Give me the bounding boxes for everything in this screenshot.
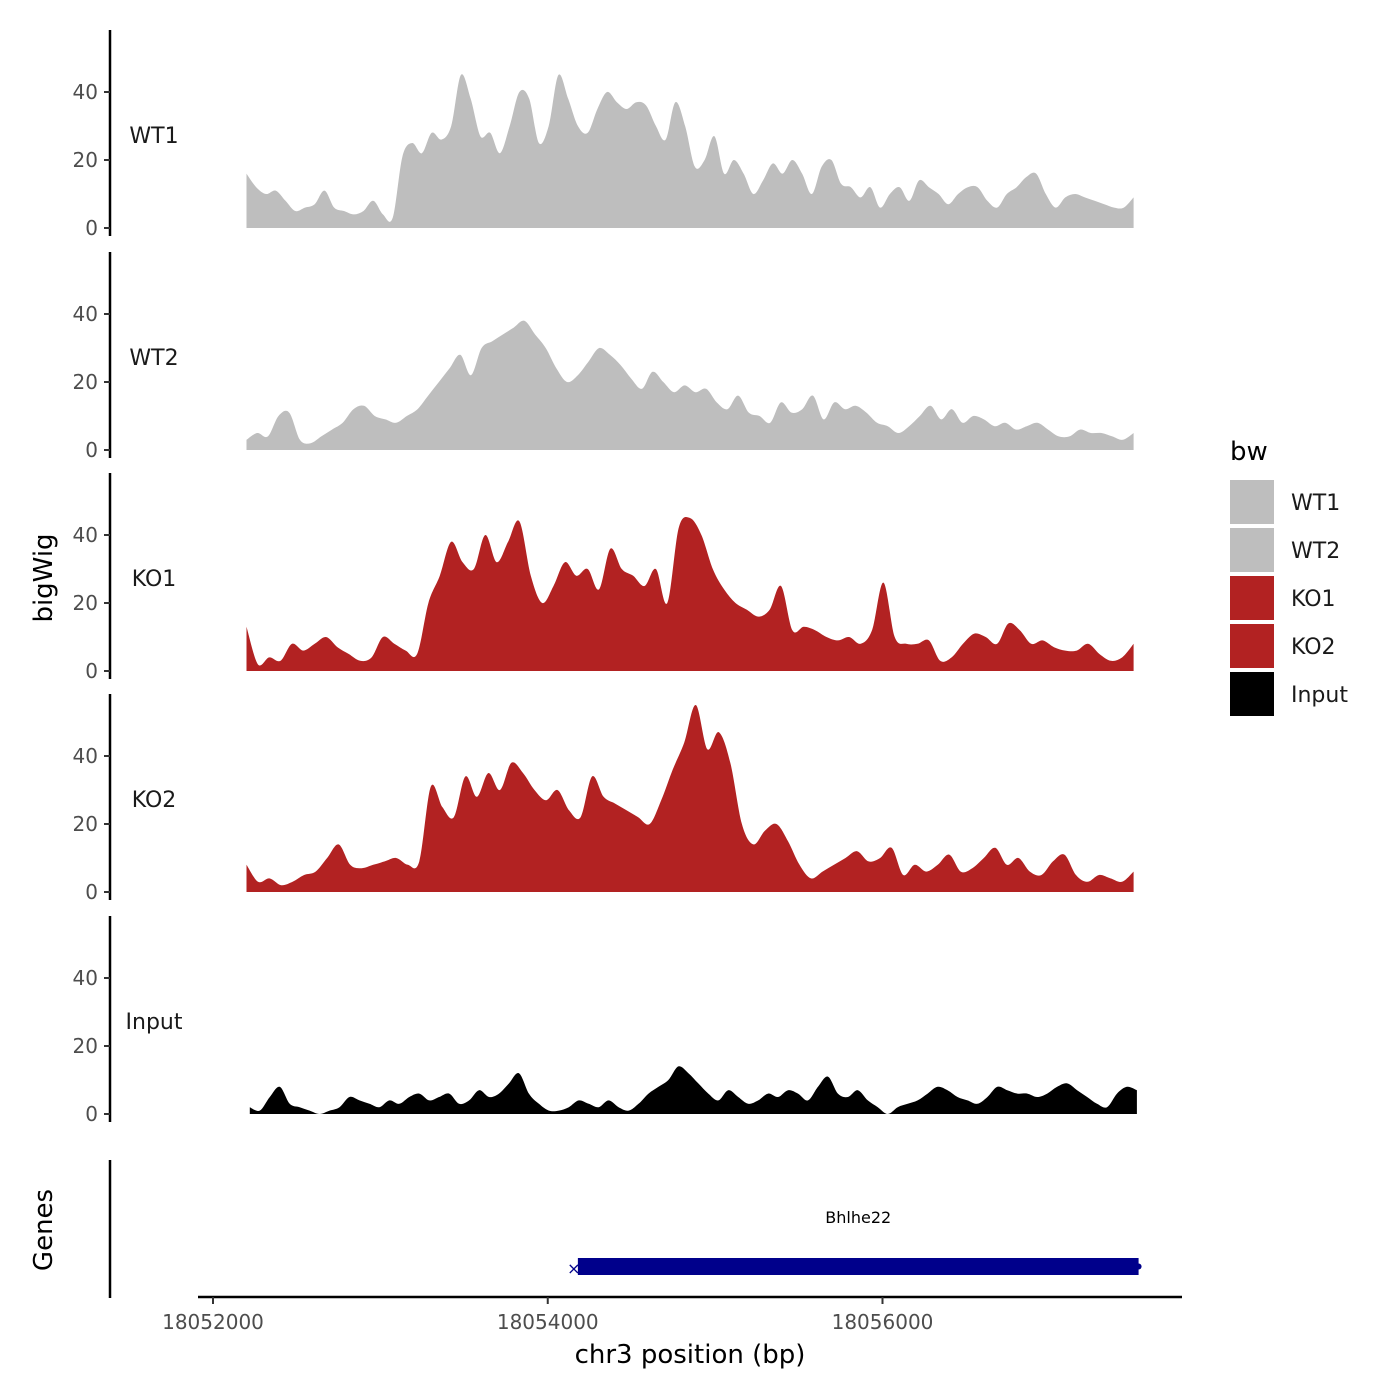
y-tick-label: 40 — [73, 744, 98, 768]
track-label: WT1 — [129, 124, 178, 149]
track-label: WT2 — [129, 346, 178, 371]
x-axis-title: chr3 position (bp) — [575, 1340, 806, 1370]
legend-title: bw — [1230, 437, 1268, 467]
legend-label: WT1 — [1291, 491, 1340, 516]
legend-key-ko2 — [1230, 624, 1274, 668]
track-wt2: 0 20 40 WT2 — [73, 252, 1134, 462]
gene-bhlhe22: × Bhlhe22 — [567, 1208, 1142, 1278]
y-tick-label: 20 — [73, 370, 98, 394]
y-tick-label: 40 — [73, 523, 98, 547]
y-axis-title: bigWig — [29, 533, 59, 622]
legend-key-wt2 — [1230, 528, 1274, 572]
signal-area-input — [249, 1066, 1137, 1114]
y-tick-label: 40 — [73, 80, 98, 104]
track-label: KO1 — [132, 567, 177, 592]
track-ko2: 0 20 40 KO2 — [73, 694, 1134, 904]
x-axis: 18052000 18054000 18056000 — [162, 1295, 1182, 1334]
track-label: KO2 — [132, 788, 177, 813]
x-tick-label: 18052000 — [162, 1310, 264, 1334]
gene-track: × Bhlhe22 — [108, 1160, 1142, 1298]
legend-label: WT2 — [1291, 539, 1340, 564]
x-tick-label: 18056000 — [832, 1310, 934, 1334]
y-tick-label: 20 — [73, 591, 98, 615]
y-tick-label: 40 — [73, 966, 98, 990]
legend: bw WT1 WT2 KO1 KO2 Input — [1230, 437, 1348, 716]
legend-key-wt1 — [1230, 480, 1274, 524]
signal-tracks: 0 20 40 WT1 0 20 40 WT2 0 20 40 KO1 0 20 40 KO2 0 20 40 Inp… — [73, 30, 1137, 1126]
y-tick-label: 20 — [73, 148, 98, 172]
gene-end-marker — [1135, 1263, 1142, 1270]
y-tick-label: 0 — [85, 1102, 98, 1126]
legend-key-input — [1230, 672, 1274, 716]
y-tick-label: 0 — [85, 880, 98, 904]
y-tick-label: 0 — [85, 216, 98, 240]
signal-area-wt2 — [246, 320, 1134, 450]
gene-body — [577, 1258, 1139, 1275]
track-input: 0 20 40 Input — [73, 916, 1137, 1126]
legend-key-ko1 — [1230, 576, 1274, 620]
signal-area-ko2 — [246, 704, 1134, 892]
y-tick-label: 40 — [73, 302, 98, 326]
legend-label: Input — [1291, 683, 1348, 708]
track-ko1: 0 20 40 KO1 — [73, 473, 1134, 683]
y-tick-label: 20 — [73, 812, 98, 836]
y-tick-label: 20 — [73, 1034, 98, 1058]
genes-axis-title: Genes — [29, 1189, 59, 1271]
x-tick-label: 18054000 — [497, 1310, 599, 1334]
track-wt1: 0 20 40 WT1 — [73, 30, 1134, 240]
track-label: Input — [126, 1010, 183, 1035]
signal-area-ko1 — [246, 516, 1134, 671]
gene-label: Bhlhe22 — [825, 1208, 891, 1227]
signal-area-wt1 — [246, 74, 1134, 228]
y-tick-label: 0 — [85, 438, 98, 462]
legend-label: KO1 — [1291, 587, 1336, 612]
y-tick-label: 0 — [85, 659, 98, 683]
legend-label: KO2 — [1291, 635, 1336, 660]
gene-start-marker: × — [567, 1259, 580, 1278]
